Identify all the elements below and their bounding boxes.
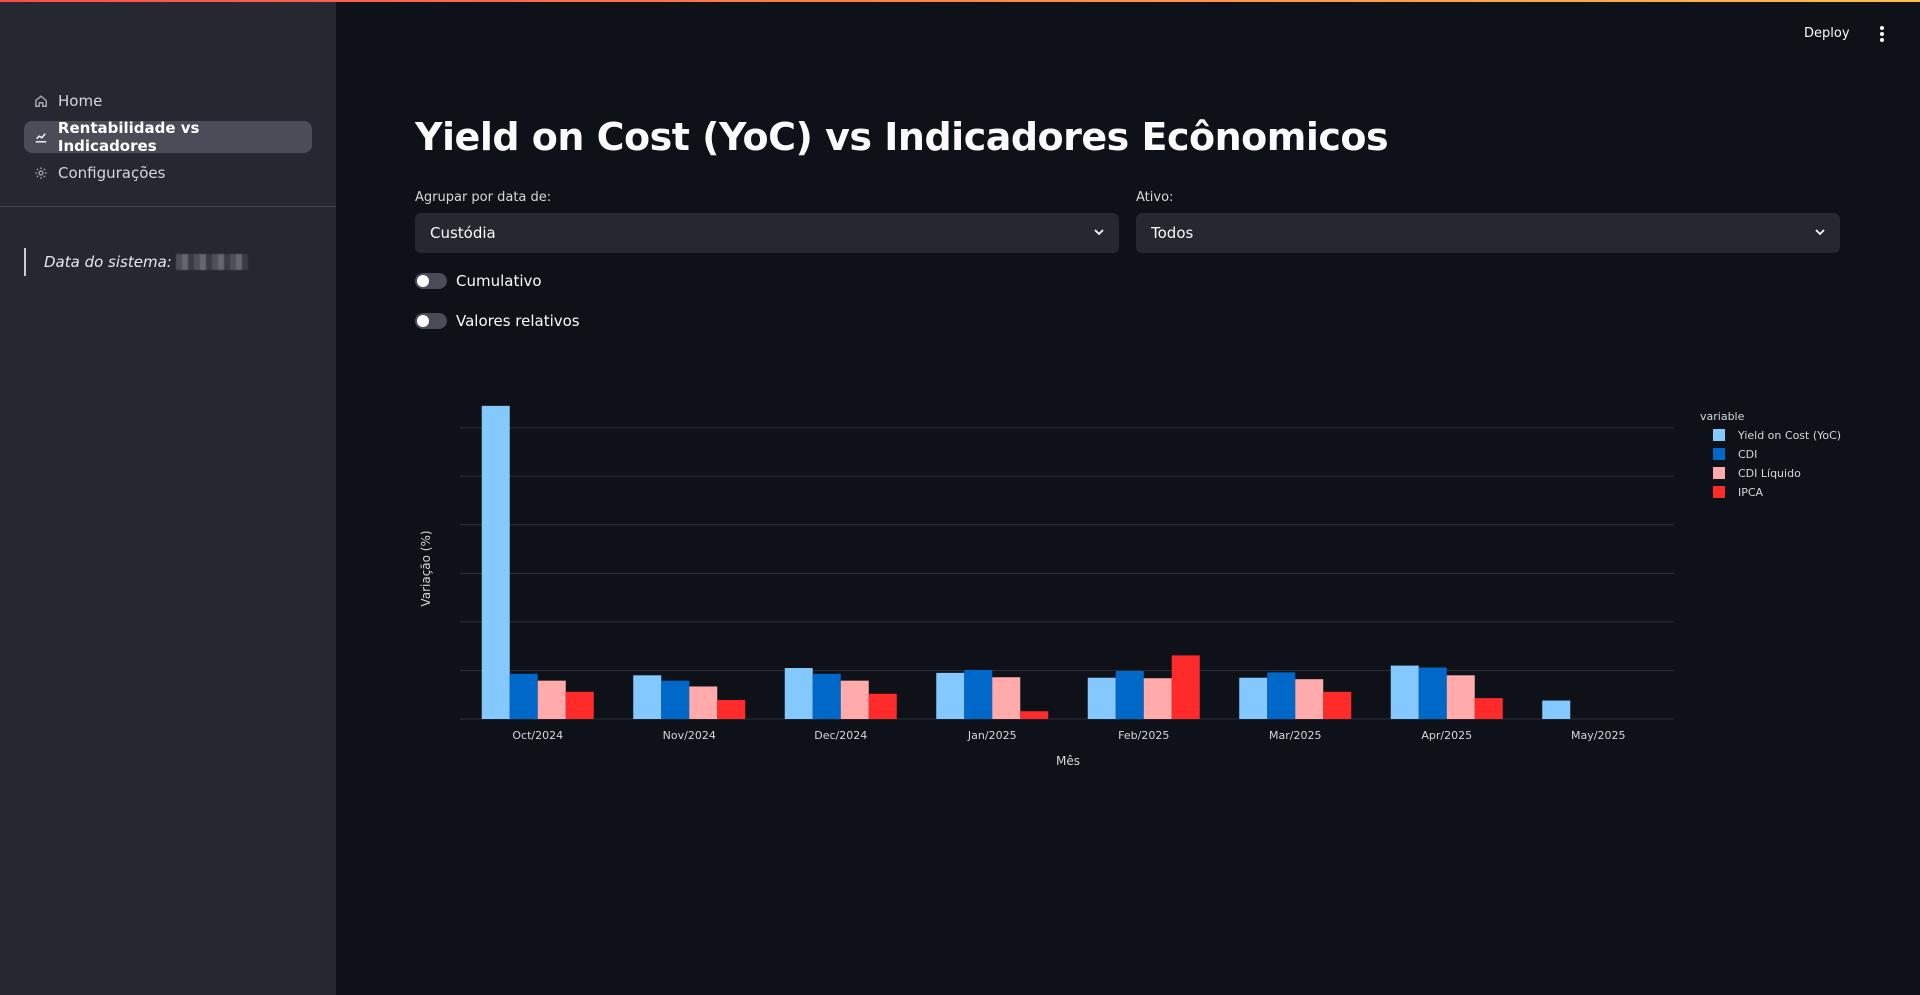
- x-tick-label: Dec/2024: [814, 729, 867, 742]
- group-by-select[interactable]: Custódia: [415, 213, 1119, 253]
- bar-2-0: [537, 680, 566, 719]
- bar-0-5: [1239, 677, 1268, 719]
- bar-0-4: [1087, 677, 1116, 719]
- sidebar-item-label: Home: [58, 92, 103, 110]
- bar-3-0: [565, 691, 594, 719]
- legend-swatch: [1713, 467, 1725, 479]
- cumulativo-toggle-row: Cumulativo: [415, 272, 542, 290]
- gear-icon: [35, 167, 47, 179]
- bar-0-3: [936, 672, 965, 719]
- legend-entry: CDI Líquido: [1738, 467, 1801, 480]
- sidebar-item-rentabilidade[interactable]: Rentabilidade vs Indicadores: [24, 119, 312, 155]
- bar-3-1: [717, 700, 746, 719]
- bar-1-3: [964, 669, 993, 719]
- bar-2-1: [689, 686, 718, 719]
- cumulativo-label: Cumulativo: [456, 272, 542, 290]
- sidebar: Home Rentabilidade vs Indicadores Config…: [0, 2, 336, 995]
- x-tick-label: Nov/2024: [663, 729, 716, 742]
- bar-3-6: [1474, 698, 1503, 719]
- bar-0-2: [784, 668, 813, 719]
- legend-entry: CDI: [1738, 448, 1757, 461]
- chevron-down-icon: [1094, 229, 1104, 236]
- legend-swatch: [1713, 486, 1725, 498]
- chevron-down-icon: [1815, 229, 1825, 236]
- valores-relativos-label: Valores relativos: [456, 312, 580, 330]
- group-by-label: Agrupar por data de:: [415, 190, 552, 205]
- sidebar-divider: [0, 206, 336, 207]
- home-icon: [35, 95, 47, 107]
- legend-title: variable: [1700, 410, 1745, 423]
- bar-3-5: [1323, 691, 1352, 719]
- asset-label: Ativo:: [1136, 190, 1174, 205]
- valores-relativos-toggle[interactable]: [415, 313, 447, 329]
- x-tick-label: May/2025: [1571, 729, 1625, 742]
- top-accent-bar: [0, 0, 1920, 2]
- bar-2-4: [1143, 678, 1172, 719]
- x-axis-title: Mês: [1056, 754, 1080, 768]
- asset-select[interactable]: Todos: [1136, 213, 1840, 253]
- legend-entry: IPCA: [1738, 486, 1764, 499]
- bar-0-0: [481, 405, 510, 719]
- bar-1-2: [812, 673, 841, 719]
- x-tick-label: Mar/2025: [1269, 729, 1321, 742]
- sidebar-item-label: Rentabilidade vs Indicadores: [57, 119, 200, 155]
- bar-1-4: [1115, 670, 1144, 719]
- legend-entry: Yield on Cost (YoC): [1737, 429, 1841, 442]
- bar-chart: Oct/2024 Nov/2024 Dec/2024 Jan/2025 Feb/2025…: [419, 405, 1841, 768]
- redacted-date: [175, 254, 248, 270]
- bar-1-1: [661, 680, 690, 719]
- bar-0-1: [633, 675, 662, 719]
- legend-swatch: [1713, 448, 1725, 460]
- legend-swatch: [1713, 429, 1725, 441]
- x-tick-label: Feb/2025: [1118, 729, 1169, 742]
- page-title: Yield on Cost (YoC) vs Indicadores Ecôno…: [415, 115, 1389, 159]
- bar-3-4: [1171, 655, 1200, 719]
- valores-relativos-toggle-row: Valores relativos: [415, 312, 580, 330]
- group-by-value: Custódia: [430, 224, 496, 242]
- sidebar-nav: Home Rentabilidade vs Indicadores Config…: [24, 85, 312, 193]
- chart-icon: [35, 133, 47, 143]
- bar-0-6: [1390, 665, 1419, 719]
- x-tick-label: Oct/2024: [512, 729, 563, 742]
- bar-1-5: [1267, 672, 1296, 719]
- system-date: Data do sistema:: [24, 248, 248, 276]
- system-date-label: Data do sistema:: [44, 253, 172, 271]
- asset-value: Todos: [1151, 224, 1194, 242]
- bar-2-2: [840, 680, 869, 719]
- bar-2-3: [992, 677, 1021, 719]
- bar-1-6: [1418, 667, 1447, 719]
- sidebar-item-home[interactable]: Home: [24, 85, 312, 117]
- x-tick-label: Apr/2025: [1421, 729, 1472, 742]
- bar-2-6: [1446, 675, 1475, 719]
- sidebar-item-configuracoes[interactable]: Configurações: [24, 157, 312, 189]
- more-options-icon[interactable]: [1876, 26, 1888, 44]
- cumulativo-toggle[interactable]: [415, 273, 447, 289]
- deploy-button[interactable]: Deploy: [1804, 26, 1850, 41]
- bar-3-3: [1020, 711, 1049, 719]
- y-axis-title: Variação (%): [419, 530, 433, 606]
- bar-3-2: [868, 693, 897, 719]
- bar-0-7: [1542, 700, 1571, 719]
- sidebar-item-label: Configurações: [58, 164, 166, 182]
- bar-1-0: [509, 673, 538, 719]
- bar-2-5: [1295, 679, 1324, 719]
- x-tick-label: Jan/2025: [967, 729, 1017, 742]
